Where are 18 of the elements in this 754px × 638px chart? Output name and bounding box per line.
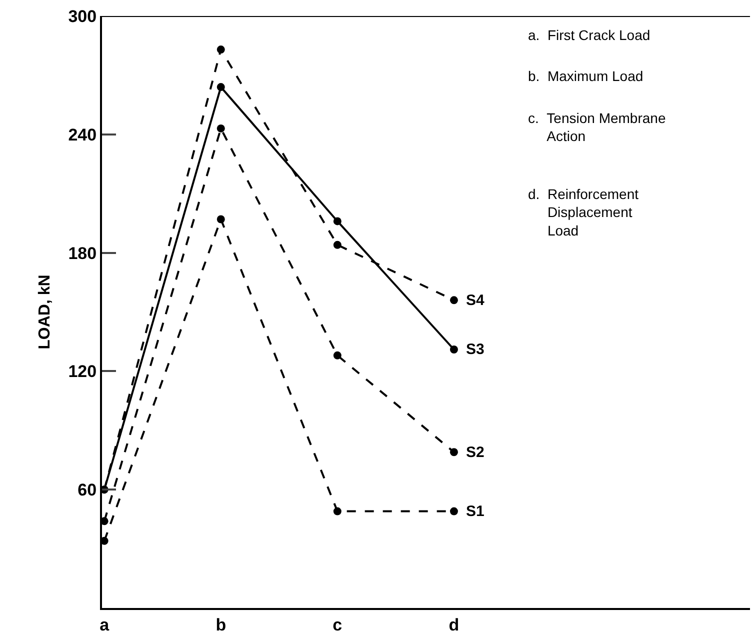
series-label: S3 xyxy=(466,341,484,358)
x-tick-label: b xyxy=(216,615,226,634)
y-tick-label: 120 xyxy=(68,362,97,382)
x-tick-label: d xyxy=(448,615,460,634)
y-tick-label: 300 xyxy=(68,6,97,26)
text: a. First Crack Load xyxy=(528,27,650,43)
y-axis-title: LOAD, kN xyxy=(36,274,54,350)
y-tick-label: 240 xyxy=(68,125,97,144)
series-label: S2 xyxy=(466,444,484,461)
text: b. Maximum Load xyxy=(528,68,644,84)
y-tick-label: 180 xyxy=(68,244,97,263)
series-label: S1 xyxy=(466,503,484,520)
x-tick-label: a xyxy=(100,615,110,634)
text: c. Tension Membrane Action xyxy=(528,110,666,144)
y-tick-label: 60 xyxy=(78,480,97,500)
series-label: S4 xyxy=(466,292,486,309)
text: d. Reinforcement Displacement Load xyxy=(528,186,639,238)
x-tick-label: c xyxy=(332,615,342,634)
